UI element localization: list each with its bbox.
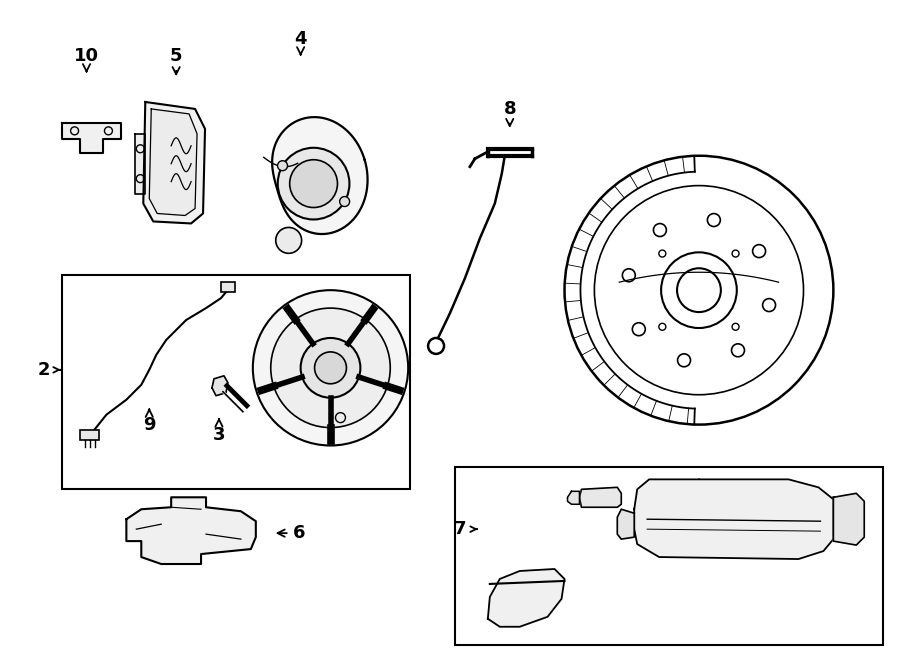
Polygon shape: [634, 479, 833, 559]
Polygon shape: [272, 117, 367, 234]
Bar: [455, 467, 883, 644]
Polygon shape: [580, 487, 621, 507]
Bar: [221, 282, 235, 292]
Polygon shape: [833, 493, 864, 545]
Circle shape: [271, 308, 391, 428]
Circle shape: [290, 160, 338, 208]
Polygon shape: [488, 569, 564, 627]
Polygon shape: [126, 497, 256, 564]
Text: 10: 10: [74, 47, 99, 71]
Circle shape: [277, 161, 287, 171]
Text: 9: 9: [143, 409, 156, 434]
Polygon shape: [149, 109, 197, 215]
Circle shape: [253, 290, 409, 446]
Circle shape: [315, 352, 346, 384]
Bar: [61, 275, 410, 489]
Polygon shape: [61, 123, 122, 153]
Text: 5: 5: [170, 47, 183, 74]
Circle shape: [301, 338, 360, 398]
Polygon shape: [143, 102, 205, 223]
Circle shape: [275, 227, 302, 253]
Text: 2: 2: [38, 361, 50, 379]
Circle shape: [339, 196, 349, 206]
Polygon shape: [212, 376, 228, 396]
Circle shape: [278, 148, 349, 219]
Text: 1: 1: [693, 479, 706, 506]
Text: 4: 4: [294, 30, 307, 55]
Text: 3: 3: [212, 419, 225, 444]
Polygon shape: [568, 491, 580, 504]
Text: 6: 6: [277, 524, 305, 542]
Text: 8: 8: [503, 100, 516, 126]
Text: 7: 7: [454, 520, 466, 538]
Polygon shape: [135, 134, 145, 194]
Bar: [79, 430, 100, 440]
Polygon shape: [617, 509, 634, 539]
